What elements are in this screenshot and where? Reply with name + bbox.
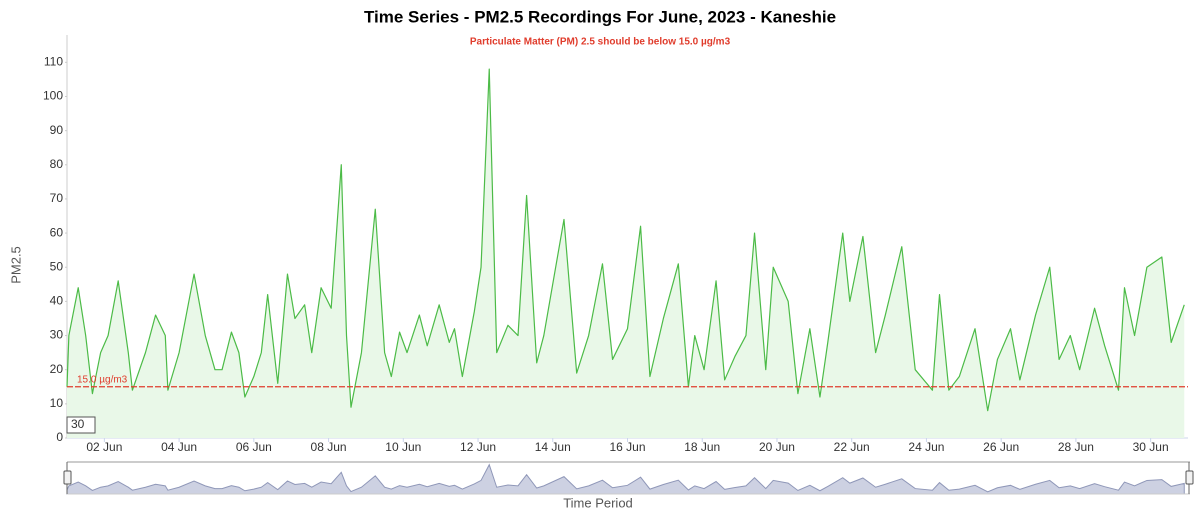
series-area [67,69,1185,439]
navigator-series [66,463,1185,495]
x-tick-label: 24 Jun [908,440,944,454]
x-tick-label: 10 Jun [385,440,421,454]
y-tick-label: 50 [50,259,64,273]
x-tick-label: 16 Jun [609,440,645,454]
x-tick-label: 04 Jun [161,440,197,454]
x-tick-label: 12 Jun [460,440,496,454]
x-tick-label: 14 Jun [535,440,571,454]
y-axis-label: PM2.5 [8,246,23,284]
y-tick-label: 60 [50,225,64,239]
y-tick-label: 110 [44,54,63,68]
y-tick-label: 10 [50,396,64,410]
threshold-label: 15.0 µg/m3 [77,374,128,385]
x-tick-label: 06 Jun [236,440,272,454]
x-tick-label: 28 Jun [1058,440,1094,454]
chart-subtitle: Particulate Matter (PM) 2.5 should be be… [470,37,731,48]
zoom-box [66,416,96,434]
y-tick-label: 40 [50,294,64,308]
x-tick-label: 02 Jun [86,440,122,454]
y-tick-label: 90 [50,123,64,137]
y-tick-label: 30 [50,328,64,342]
y-tick-label: 100 [43,89,63,103]
x-axis-label: Time Period [563,495,633,510]
x-tick-label: 26 Jun [983,440,1019,454]
series-line [66,68,1185,412]
x-tick-label: 20 Jun [759,440,795,454]
x-tick-label: 30 Jun [1133,440,1169,454]
y-tick-label: 70 [50,191,64,205]
y-tick-label: 80 [50,157,64,171]
x-tick-label: 22 Jun [834,440,870,454]
y-tick-label: 20 [50,362,64,376]
x-tick-label: 18 Jun [684,440,720,454]
navigator-handle [63,470,72,485]
x-tick-label: 08 Jun [311,440,347,454]
zoom-label: 30 [71,417,85,431]
navigator-handle [1185,470,1194,485]
y-tick-label: 0 [56,430,63,444]
chart-title: Time Series - PM2.5 Recordings For June,… [364,7,836,26]
